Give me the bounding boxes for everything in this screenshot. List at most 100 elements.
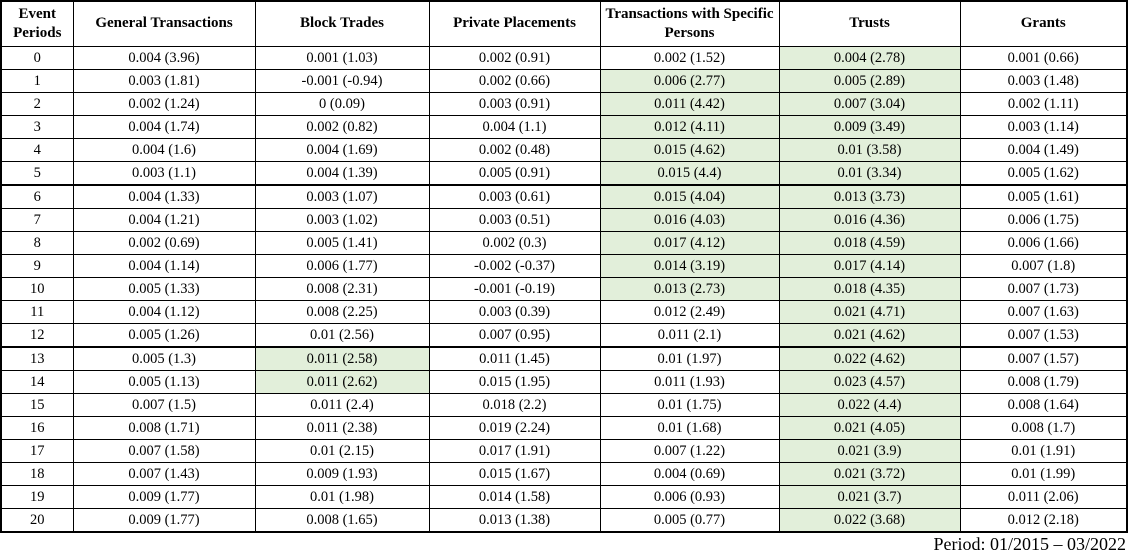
value-cell-general-transactions: 0.002 (0.69) [72,231,256,255]
value-cell-general-transactions: 0.005 (1.26) [72,323,256,348]
table-row: 15 0.007 (1.5) 0.011 (2.4) 0.018 (2.2) 0.01 … [0,393,1128,417]
value-cell-trusts: 0.021 (4.05) [778,416,961,440]
value-cell-transactions-with-specific-persons: 0.017 (4.12) [599,231,780,255]
value-cell-block-trades: 0 (0.09) [254,92,430,116]
table-row: 5 0.003 (1.1) 0.004 (1.39) 0.005 (0.91) 0.01… [0,161,1128,186]
event-period-cell: 16 [0,416,74,440]
header-row: Event Periods General Transactions Block T… [0,0,1128,47]
table-row: 13 0.005 (1.3) 0.011 (2.58) 0.011 (1.45) 0.0… [0,346,1128,371]
value-cell-private-placements: -0.002 (-0.37) [428,254,601,278]
value-cell-general-transactions: 0.002 (1.24) [72,92,256,116]
value-cell-grants: 0.005 (1.62) [959,161,1128,186]
value-cell-general-transactions: 0.005 (1.3) [72,346,256,371]
event-period-cell: 17 [0,439,74,463]
value-cell-grants: 0.01 (1.99) [959,462,1128,486]
value-cell-block-trades: -0.001 (-0.94) [254,69,430,93]
value-cell-transactions-with-specific-persons: 0.01 (1.97) [599,346,780,371]
value-cell-private-placements: 0.002 (0.3) [428,231,601,255]
value-cell-trusts: 0.022 (4.62) [778,346,961,371]
value-cell-block-trades: 0.005 (1.41) [254,231,430,255]
value-cell-transactions-with-specific-persons: 0.005 (0.77) [599,508,780,533]
value-cell-transactions-with-specific-persons: 0.012 (4.11) [599,115,780,139]
value-cell-block-trades: 0.004 (1.39) [254,161,430,186]
value-cell-grants: 0.008 (1.7) [959,416,1128,440]
event-period-cell: 18 [0,462,74,486]
value-cell-block-trades: 0.011 (2.62) [254,370,430,394]
value-cell-block-trades: 0.01 (1.98) [254,485,430,509]
value-cell-block-trades: 0.011 (2.58) [254,346,430,371]
value-cell-general-transactions: 0.007 (1.5) [72,393,256,417]
table-row: 6 0.004 (1.33) 0.003 (1.07) 0.003 (0.61) 0.0… [0,184,1128,209]
value-cell-transactions-with-specific-persons: 0.011 (2.1) [599,323,780,348]
table-row: 16 0.008 (1.71) 0.011 (2.38) 0.019 (2.24) 0.… [0,416,1128,440]
event-period-cell: 20 [0,508,74,533]
table-row: 19 0.009 (1.77) 0.01 (1.98) 0.014 (1.58) 0.0… [0,485,1128,509]
value-cell-block-trades: 0.01 (2.56) [254,323,430,348]
value-cell-private-placements: 0.005 (0.91) [428,161,601,186]
value-cell-grants: 0.007 (1.53) [959,323,1128,348]
value-cell-general-transactions: 0.005 (1.13) [72,370,256,394]
value-cell-block-trades: 0.009 (1.93) [254,462,430,486]
value-cell-block-trades: 0.008 (2.25) [254,300,430,324]
value-cell-block-trades: 0.008 (1.65) [254,508,430,533]
event-study-table: Event Periods General Transactions Block T… [0,0,1128,533]
event-period-cell: 12 [0,323,74,348]
value-cell-transactions-with-specific-persons: 0.012 (2.49) [599,300,780,324]
value-cell-trusts: 0.021 (4.62) [778,323,961,348]
value-cell-grants: 0.006 (1.75) [959,208,1128,232]
value-cell-grants: 0.003 (1.14) [959,115,1128,139]
value-cell-private-placements: 0.015 (1.95) [428,370,601,394]
value-cell-trusts: 0.01 (3.58) [778,138,961,162]
value-cell-general-transactions: 0.009 (1.77) [72,508,256,533]
value-cell-general-transactions: 0.004 (1.6) [72,138,256,162]
event-period-cell: 2 [0,92,74,116]
table-row: 1 0.003 (1.81) -0.001 (-0.94) 0.002 (0.66) 0… [0,69,1128,93]
value-cell-trusts: 0.018 (4.35) [778,277,961,301]
value-cell-private-placements: 0.018 (2.2) [428,393,601,417]
value-cell-transactions-with-specific-persons: 0.014 (3.19) [599,254,780,278]
value-cell-grants: 0.002 (1.11) [959,92,1128,116]
column-header-trusts: Trusts [778,0,961,47]
value-cell-trusts: 0.009 (3.49) [778,115,961,139]
value-cell-grants: 0.001 (0.66) [959,46,1128,70]
event-period-cell: 15 [0,393,74,417]
event-period-cell: 13 [0,346,74,371]
event-period-cell: 14 [0,370,74,394]
value-cell-transactions-with-specific-persons: 0.013 (2.73) [599,277,780,301]
value-cell-block-trades: 0.011 (2.38) [254,416,430,440]
value-cell-grants: 0.007 (1.63) [959,300,1128,324]
value-cell-private-placements: 0.002 (0.66) [428,69,601,93]
value-cell-general-transactions: 0.004 (1.33) [72,184,256,209]
value-cell-transactions-with-specific-persons: 0.01 (1.68) [599,416,780,440]
value-cell-general-transactions: 0.004 (1.21) [72,208,256,232]
value-cell-block-trades: 0.001 (1.03) [254,46,430,70]
event-period-cell: 4 [0,138,74,162]
value-cell-private-placements: 0.003 (0.91) [428,92,601,116]
value-cell-transactions-with-specific-persons: 0.015 (4.4) [599,161,780,186]
column-header-general-transactions: General Transactions [72,0,256,47]
table-row: 20 0.009 (1.77) 0.008 (1.65) 0.013 (1.38) 0.… [0,508,1128,533]
event-period-cell: 5 [0,161,74,186]
value-cell-transactions-with-specific-persons: 0.006 (2.77) [599,69,780,93]
value-cell-trusts: 0.022 (3.68) [778,508,961,533]
event-period-cell: 6 [0,184,74,209]
event-period-cell: 7 [0,208,74,232]
table-row: 0 0.004 (3.96) 0.001 (1.03) 0.002 (0.91) 0.0… [0,46,1128,70]
value-cell-private-placements: 0.003 (0.51) [428,208,601,232]
value-cell-general-transactions: 0.004 (1.74) [72,115,256,139]
value-cell-block-trades: 0.003 (1.07) [254,184,430,209]
period-caption: Period: 01/2015 – 03/2022 [933,534,1127,554]
value-cell-transactions-with-specific-persons: 0.002 (1.52) [599,46,780,70]
table-row: 9 0.004 (1.14) 0.006 (1.77) -0.002 (-0.37) 0… [0,254,1128,278]
event-period-cell: 0 [0,46,74,70]
value-cell-grants: 0.007 (1.8) [959,254,1128,278]
value-cell-block-trades: 0.006 (1.77) [254,254,430,278]
value-cell-transactions-with-specific-persons: 0.011 (4.42) [599,92,780,116]
table-row: 2 0.002 (1.24) 0 (0.09) 0.003 (0.91) 0.011 (… [0,92,1128,116]
value-cell-grants: 0.003 (1.48) [959,69,1128,93]
column-header-block-trades: Block Trades [254,0,430,47]
table-row: 17 0.007 (1.58) 0.01 (2.15) 0.017 (1.91) 0.0… [0,439,1128,463]
value-cell-private-placements: 0.007 (0.95) [428,323,601,348]
value-cell-grants: 0.008 (1.64) [959,393,1128,417]
event-period-cell: 8 [0,231,74,255]
